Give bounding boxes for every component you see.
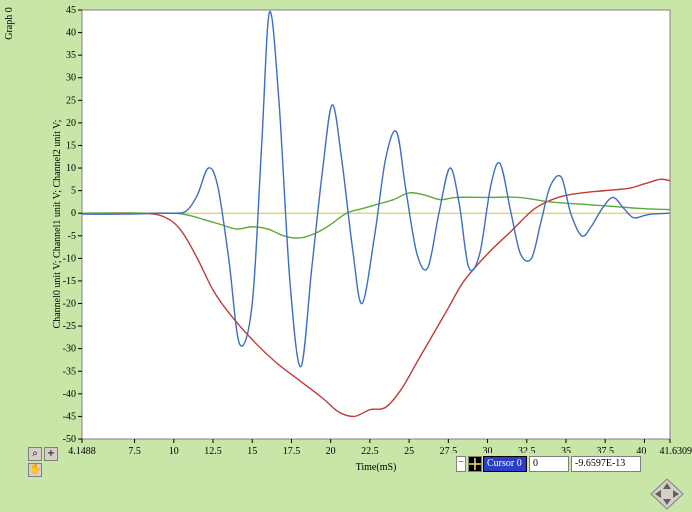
y-tick-label: 20 xyxy=(66,118,76,129)
cursor-mover-icon[interactable] xyxy=(650,478,684,510)
x-tick-label: 22.5 xyxy=(361,446,379,457)
y-tick-label: 40 xyxy=(66,28,76,39)
series-line-1 xyxy=(82,178,671,418)
x-tick-label: 37.5 xyxy=(596,446,614,457)
x-axis-label: Time(mS) xyxy=(356,462,397,473)
x-tick-label: 30 xyxy=(483,446,493,457)
crosshair-icon[interactable]: + xyxy=(44,447,58,461)
cursor-x-value[interactable]: 0 xyxy=(529,456,569,472)
graph-palette: ⌕ + ✋ xyxy=(28,447,60,479)
y-tick-label: -15 xyxy=(63,276,76,287)
x-tick-label: 7.5 xyxy=(128,446,141,457)
y-tick-label: -5 xyxy=(68,231,76,242)
axis-layer: 45 40 35 30 25 20 15 10 5 0 -5 -10 -15 -20 -25 -30 -35 -4… xyxy=(63,5,692,457)
x-tick-label: 17.5 xyxy=(283,446,301,457)
y-tick-label: -40 xyxy=(63,389,76,400)
y-tick-label: 15 xyxy=(66,140,76,151)
series-line-2 xyxy=(82,192,671,239)
x-tick-label: 41.6309 xyxy=(660,446,692,457)
y-tick-label: -35 xyxy=(63,366,76,377)
x-tick-label: 25 xyxy=(404,446,414,457)
x-tick-label: 27.5 xyxy=(440,446,458,457)
zoom-icon[interactable]: ⌕ xyxy=(28,447,42,461)
series-layer xyxy=(82,10,671,418)
y-tick-label: 35 xyxy=(66,50,76,61)
y-tick-label: -50 xyxy=(63,434,76,445)
x-tick-label: 32.5 xyxy=(518,446,536,457)
x-tick-label: 12.5 xyxy=(204,446,222,457)
x-tick-label: 20 xyxy=(326,446,336,457)
hand-icon[interactable]: ✋ xyxy=(28,463,42,477)
x-tick-label: 40 xyxy=(636,446,646,457)
y-axis-label: Channel0 unit V; Channel1 unit V; Channe… xyxy=(52,119,63,328)
collapse-icon[interactable]: − xyxy=(456,456,466,472)
series-line-0 xyxy=(82,10,671,368)
y-tick-label: -25 xyxy=(63,321,76,332)
y-tick-label: 45 xyxy=(66,5,76,16)
y-tick-label: 10 xyxy=(66,163,76,174)
cursor-style-icon[interactable] xyxy=(468,456,482,472)
y-tick-label: 0 xyxy=(71,208,76,219)
x-tick-label: 4.1488 xyxy=(68,446,96,457)
y-tick-label: -20 xyxy=(63,299,76,310)
y-tick-label: 25 xyxy=(66,95,76,106)
x-tick-label: 15 xyxy=(247,446,257,457)
cursor-y-value[interactable]: -9.6597E-13 xyxy=(571,456,641,472)
y-tick-label: -45 xyxy=(63,411,76,422)
y-tick-label: -10 xyxy=(63,253,76,264)
cursor-name[interactable]: Cursor 0 xyxy=(483,456,527,472)
y-tick-label: 30 xyxy=(66,73,76,84)
cursor-legend: − Cursor 0 0 -9.6597E-13 xyxy=(448,453,644,475)
x-tick-label: 35 xyxy=(561,446,571,457)
y-tick-label: 5 xyxy=(71,186,76,197)
y-tick-label: -30 xyxy=(63,344,76,355)
x-tick-label: 10 xyxy=(169,446,179,457)
